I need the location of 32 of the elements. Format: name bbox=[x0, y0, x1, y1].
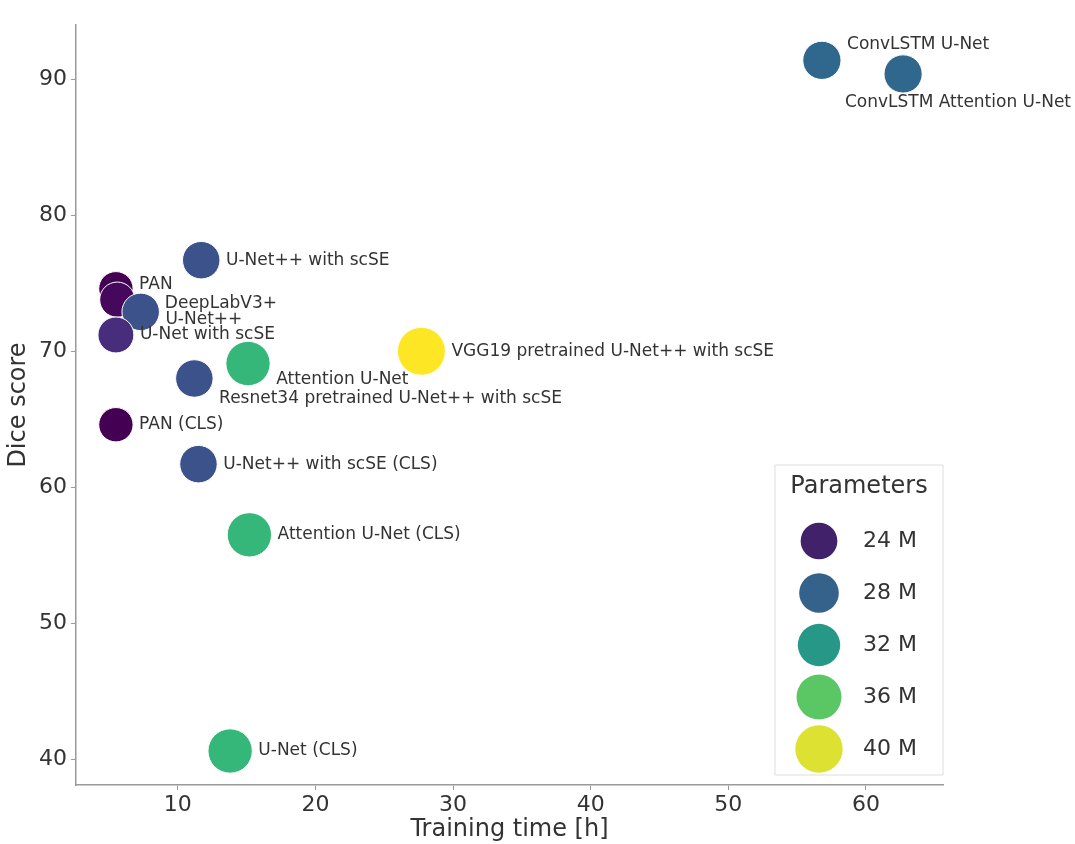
x-tick-label: 40 bbox=[576, 790, 605, 816]
x-tick-label: 30 bbox=[439, 790, 468, 816]
annotation: Attention U-Net (CLS) bbox=[277, 523, 461, 544]
annotation: U-Net (CLS) bbox=[258, 739, 358, 760]
y-tick-label: 90 bbox=[39, 65, 67, 91]
legend-title: Parameters bbox=[790, 471, 928, 500]
x-tick-label: 10 bbox=[163, 790, 192, 816]
y-tick-label: 80 bbox=[39, 201, 67, 227]
annotation: DeepLabV3+ bbox=[164, 292, 278, 313]
annotation: U-Net++ with scSE bbox=[225, 248, 390, 269]
annotation: Attention U-Net bbox=[276, 367, 409, 388]
annotation: U-Net++ with scSE (CLS) bbox=[223, 452, 438, 473]
annotation: Resnet34 pretrained U-Net++ with scSE bbox=[219, 386, 562, 407]
annotation: ConvLSTM U-Net bbox=[847, 32, 990, 53]
legend-label: 40 M bbox=[863, 734, 917, 760]
x-tick-label: 60 bbox=[851, 790, 880, 816]
annotation: VGG19 pretrained U-Net++ with scSE bbox=[451, 339, 775, 360]
x-axis-title: Training time [h] bbox=[409, 813, 609, 842]
y-tick-label: 40 bbox=[39, 744, 67, 770]
annotation: PAN (CLS) bbox=[139, 413, 224, 434]
y-axis-title: Dice score bbox=[2, 342, 31, 468]
legend-label: 32 M bbox=[863, 630, 917, 656]
y-tick-label: 50 bbox=[39, 608, 67, 634]
legend-label: 24 M bbox=[863, 526, 917, 552]
annotation: ConvLSTM Attention U-Net bbox=[844, 91, 1072, 112]
y-tick-label: 70 bbox=[39, 337, 67, 363]
legend-label: 36 M bbox=[863, 682, 917, 708]
y-tick-label: 60 bbox=[39, 472, 67, 498]
legend-label: 28 M bbox=[863, 578, 917, 604]
x-tick-label: 20 bbox=[301, 790, 330, 816]
x-tick-label: 50 bbox=[714, 790, 743, 816]
annotation: PAN bbox=[139, 273, 173, 294]
